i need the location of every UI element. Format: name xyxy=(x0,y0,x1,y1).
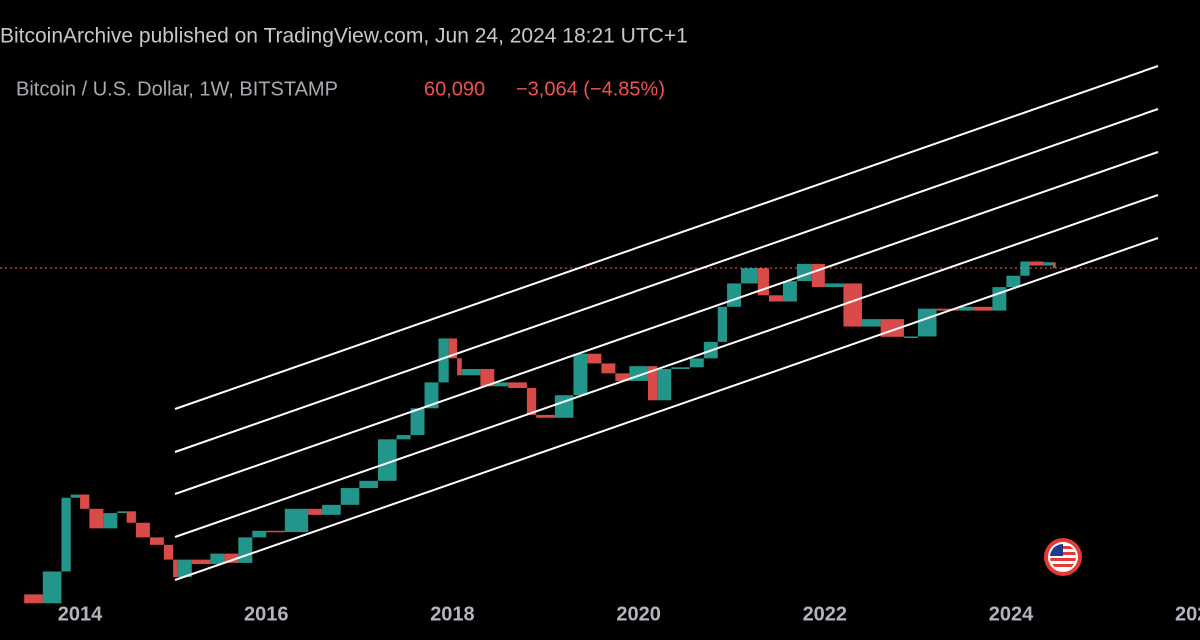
channel-line xyxy=(174,151,1159,495)
candle xyxy=(526,387,537,415)
candle xyxy=(163,544,174,560)
candle xyxy=(843,283,863,327)
candle xyxy=(757,268,769,296)
candle xyxy=(587,353,602,364)
candle xyxy=(103,513,118,529)
channel-lines xyxy=(174,65,1159,581)
x-tick-label: 2022 xyxy=(803,603,848,625)
candle xyxy=(689,358,704,368)
candle xyxy=(782,281,797,302)
x-tick-label: 2024 xyxy=(989,603,1034,625)
candle xyxy=(89,508,104,529)
candle xyxy=(615,373,630,381)
candle xyxy=(359,480,378,489)
candle xyxy=(61,497,71,572)
candle xyxy=(536,414,555,418)
legend-price: 60,090 xyxy=(424,78,485,100)
candle xyxy=(266,530,285,533)
candle xyxy=(768,295,783,302)
candle xyxy=(480,369,495,387)
candle xyxy=(340,488,360,505)
candle xyxy=(438,338,449,383)
channel-line xyxy=(174,65,1159,410)
candle xyxy=(284,508,309,533)
candle xyxy=(1006,275,1021,288)
candles xyxy=(24,261,1056,604)
candle xyxy=(1043,262,1053,266)
channel-line xyxy=(174,194,1159,538)
candle xyxy=(494,382,509,387)
candle xyxy=(308,508,323,515)
candle xyxy=(741,268,758,284)
candle xyxy=(457,358,462,376)
channel-line xyxy=(174,237,1159,581)
flag-icon xyxy=(1044,538,1082,576)
candle xyxy=(1029,261,1044,266)
candle xyxy=(448,338,458,359)
candle xyxy=(210,553,225,565)
candle xyxy=(24,594,43,604)
candle xyxy=(671,367,690,370)
candle xyxy=(135,522,150,538)
x-tick-label: 2020 xyxy=(616,603,661,625)
candle xyxy=(177,559,192,578)
x-tick-label: 2016 xyxy=(244,603,289,625)
candle xyxy=(727,283,742,307)
candle xyxy=(1052,262,1056,269)
candle xyxy=(80,494,90,509)
candle xyxy=(959,306,974,311)
x-tick-label: 2018 xyxy=(430,603,475,625)
candle xyxy=(396,435,411,440)
candle xyxy=(126,511,136,523)
candle xyxy=(573,353,588,396)
candle xyxy=(647,366,658,401)
candle xyxy=(657,369,672,401)
candle xyxy=(173,559,178,578)
candle xyxy=(973,306,993,311)
candle xyxy=(917,308,937,337)
candle xyxy=(1020,261,1030,276)
candle xyxy=(424,382,439,409)
candle xyxy=(377,439,397,481)
candle xyxy=(191,559,211,565)
channel-line xyxy=(174,108,1159,453)
candle xyxy=(862,319,881,327)
candle xyxy=(508,382,527,388)
candle xyxy=(717,306,728,342)
candle xyxy=(903,336,918,338)
candle xyxy=(117,511,127,514)
candle xyxy=(824,283,844,288)
candle xyxy=(238,537,253,563)
candle xyxy=(42,571,62,604)
legend-symbol: Bitcoin / U.S. Dollar, 1W, BITSTAMP xyxy=(16,78,338,100)
candle xyxy=(252,530,267,538)
candle xyxy=(149,537,164,545)
candle xyxy=(936,308,960,311)
x-tick-label: 2014 xyxy=(58,603,103,625)
candle xyxy=(410,408,425,436)
legend-change: −3,064 (−4.85%) xyxy=(516,78,665,100)
x-tick-label: 2026 xyxy=(1175,603,1200,625)
candle xyxy=(224,553,239,563)
candle xyxy=(322,504,341,515)
candle xyxy=(811,263,825,288)
candle xyxy=(461,369,481,376)
candle xyxy=(70,494,81,498)
publisher-line: BitcoinArchive published on TradingView.… xyxy=(0,25,688,48)
candle xyxy=(601,363,616,374)
